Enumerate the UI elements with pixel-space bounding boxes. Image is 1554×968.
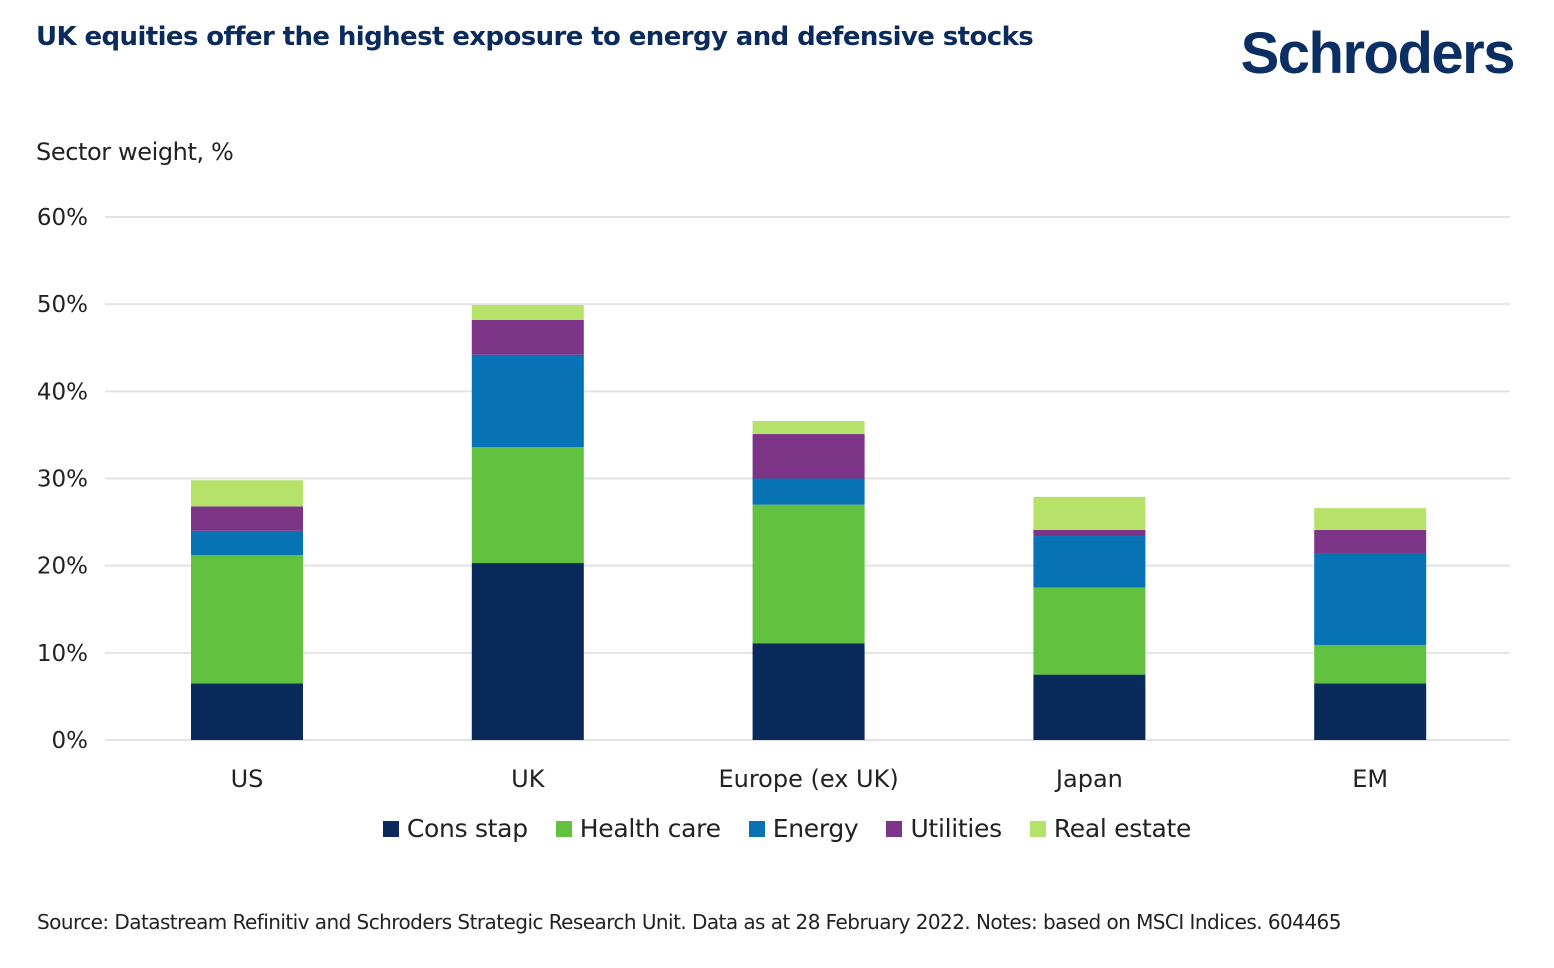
legend-item: Utilities — [886, 814, 1002, 843]
legend-label: Cons stap — [406, 814, 528, 843]
bar-segment — [1314, 553, 1427, 645]
bars — [191, 305, 1427, 740]
legend-item: Cons stap — [382, 814, 528, 843]
y-axis-label: Sector weight, % — [36, 138, 234, 166]
chart-title: UK equities offer the highest exposure t… — [36, 22, 1034, 52]
x-tick-label: US — [231, 765, 264, 793]
legend-swatch — [886, 820, 903, 837]
y-axis-ticks: 0% 10% 20% 30% 40% 50% 60% — [37, 205, 88, 754]
bar-segment — [752, 420, 865, 435]
bar-segment — [1314, 508, 1427, 530]
x-tick-label: UK — [511, 765, 546, 793]
legend: Cons stap Health care Energy Utilities Real … — [0, 814, 1554, 843]
y-tick-label: 30% — [37, 467, 88, 493]
legend-item: Health care — [555, 814, 721, 843]
bar-segment — [471, 447, 584, 564]
bar-stack — [1033, 496, 1146, 740]
bar-segment — [752, 478, 865, 505]
bar-segment — [1033, 529, 1146, 537]
bar-stack — [471, 305, 584, 740]
bar-segment — [191, 506, 303, 531]
legend-label: Utilities — [910, 814, 1002, 843]
legend-label: Health care — [579, 814, 721, 843]
bar-segment — [191, 530, 303, 556]
x-tick-label: Japan — [1054, 765, 1123, 793]
y-tick-label: 50% — [37, 292, 88, 318]
legend-label: Real estate — [1053, 814, 1192, 843]
bar-segment — [1033, 496, 1146, 530]
bar-segment — [752, 643, 865, 740]
x-tick-label: Europe (ex UK) — [718, 765, 898, 793]
source-note: Source: Datastream Refinitiv and Schrode… — [37, 910, 1341, 934]
legend-item: Real estate — [1029, 814, 1192, 843]
bar-segment — [471, 319, 584, 355]
schroders-logo: Schroders — [1240, 21, 1516, 86]
bar-stack — [191, 480, 303, 740]
bar-segment — [1033, 536, 1146, 588]
bar-segment — [1033, 674, 1146, 740]
legend-swatch — [382, 820, 399, 837]
bar-segment — [471, 305, 584, 320]
bar-segment — [1314, 529, 1427, 554]
bar-segment — [752, 504, 865, 644]
bar-segment — [1314, 683, 1427, 740]
bar-segment — [191, 555, 303, 684]
y-tick-label: 40% — [37, 379, 88, 405]
bar-segment — [191, 683, 303, 740]
y-tick-label: 60% — [37, 205, 88, 231]
legend-item: Energy — [748, 814, 859, 843]
bar-segment — [752, 434, 865, 479]
legend-swatch — [555, 820, 572, 837]
x-axis-labels: US UK Europe (ex UK) Japan EM — [231, 765, 1389, 793]
bar-segment — [471, 563, 584, 740]
y-tick-label: 10% — [37, 641, 88, 667]
legend-label: Energy — [772, 814, 859, 843]
bar-stack — [1314, 508, 1427, 740]
y-tick-label: 20% — [37, 554, 88, 580]
legend-swatch — [748, 820, 765, 837]
legend-swatch — [1029, 820, 1046, 837]
bar-stack — [752, 420, 865, 740]
bar-segment — [471, 354, 584, 448]
y-tick-label: 0% — [52, 728, 89, 754]
bar-segment — [1314, 644, 1427, 684]
bar-segment — [1033, 587, 1146, 675]
x-tick-label: EM — [1352, 765, 1388, 793]
bar-segment — [191, 480, 303, 507]
